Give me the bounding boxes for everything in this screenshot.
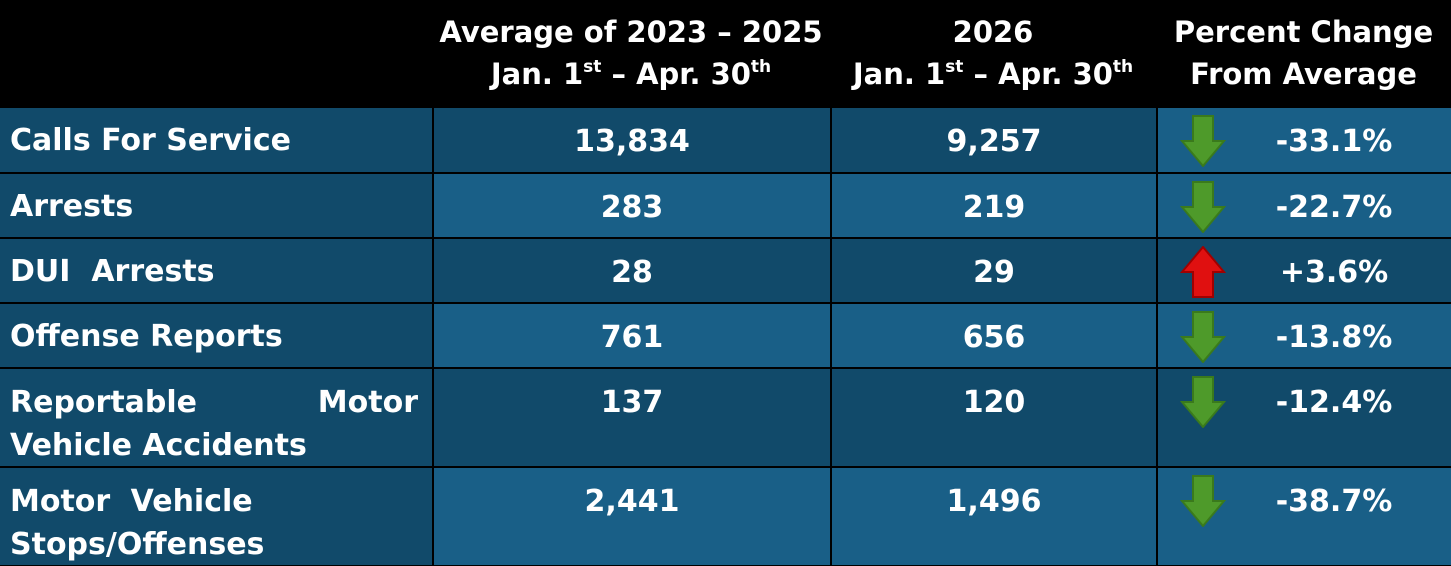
row-current-offense-reports: 656: [830, 302, 1156, 367]
row-label-calls-for-service: Calls For Service: [0, 106, 432, 172]
header-percent-line2: From Average: [1190, 57, 1417, 91]
row-current-reportable-accidents: 120: [830, 367, 1156, 466]
row-change-dui-arrests: +3.6%: [1156, 237, 1451, 302]
header-current-line2: Jan. 1st – Apr. 30th: [852, 57, 1134, 91]
header-empty-cell: [0, 0, 432, 106]
row-average-calls-for-service: 13,834: [432, 106, 830, 172]
row-label-arrests: Arrests: [0, 172, 432, 237]
row-change-motor-vehicle-stops: -38.7%: [1156, 466, 1451, 565]
red-up-arrow-icon: [1180, 246, 1226, 298]
row-label-reportable-accidents: Reportable Motor Vehicle Accidents: [0, 367, 432, 466]
row-average-dui-arrests: 28: [432, 237, 830, 302]
row-label-dui-arrests: DUI Arrests: [0, 237, 432, 302]
row-average-reportable-accidents: 137: [432, 367, 830, 466]
row-change-reportable-accidents: -12.4%: [1156, 367, 1451, 466]
row-change-offense-reports: -13.8%: [1156, 302, 1451, 367]
header-average: Average of 2023 – 2025 Jan. 1st – Apr. 3…: [432, 0, 830, 106]
header-percent-line1: Percent Change: [1173, 15, 1434, 49]
header-average-line1: Average of 2023 – 2025: [439, 15, 823, 49]
green-down-arrow-icon: [1180, 181, 1226, 233]
green-down-arrow-icon: [1180, 115, 1226, 167]
row-label-motor-vehicle-stops: Motor Vehicle Stops/Offenses: [0, 466, 432, 565]
header-average-line2: Jan. 1st – Apr. 30th: [490, 57, 772, 91]
header-current-year: 2026 Jan. 1st – Apr. 30th: [830, 0, 1156, 106]
row-current-motor-vehicle-stops: 1,496: [830, 466, 1156, 565]
row-change-arrests: -22.7%: [1156, 172, 1451, 237]
row-label-offense-reports: Offense Reports: [0, 302, 432, 367]
green-down-arrow-icon: [1180, 376, 1226, 428]
row-current-calls-for-service: 9,257: [830, 106, 1156, 172]
row-average-offense-reports: 761: [432, 302, 830, 367]
row-current-arrests: 219: [830, 172, 1156, 237]
green-down-arrow-icon: [1180, 475, 1226, 527]
green-down-arrow-icon: [1180, 311, 1226, 363]
row-current-dui-arrests: 29: [830, 237, 1156, 302]
row-average-arrests: 283: [432, 172, 830, 237]
row-change-calls-for-service: -33.1%: [1156, 106, 1451, 172]
header-current-line1: 2026: [952, 15, 1034, 49]
row-average-motor-vehicle-stops: 2,441: [432, 466, 830, 565]
header-percent-change: Percent Change From Average: [1156, 0, 1451, 106]
